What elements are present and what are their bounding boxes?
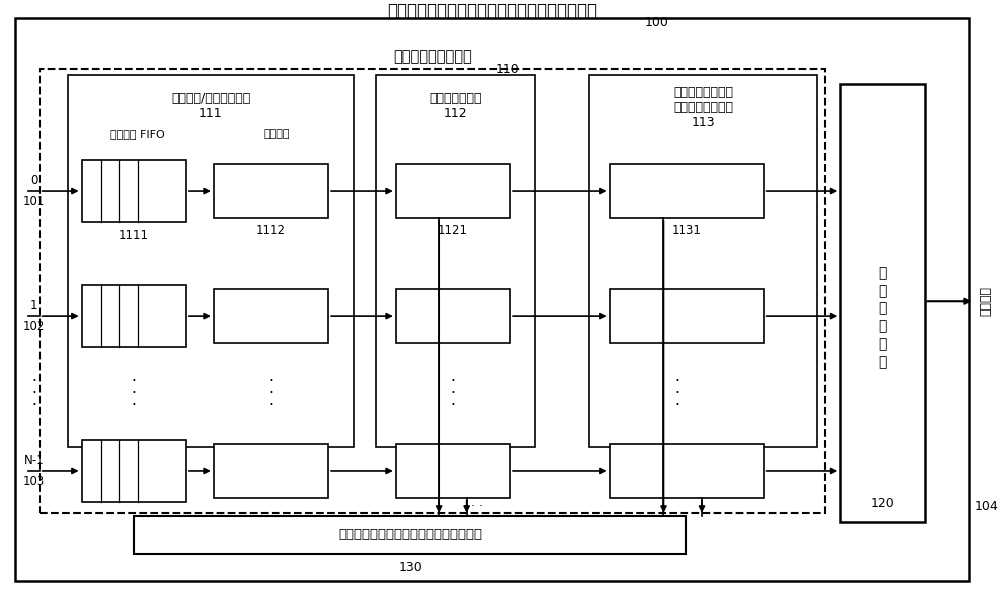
Text: DDC: DDC: [439, 310, 467, 323]
Text: 数字低通滤波和通道均衡器系数计算模块: 数字低通滤波和通道均衡器系数计算模块: [338, 528, 482, 541]
Bar: [610, 164, 764, 218]
Text: 112: 112: [444, 107, 467, 120]
Text: 整数延时 FIFO: 整数延时 FIFO: [110, 129, 165, 140]
Text: 可变系数FIR滤波器: 可变系数FIR滤波器: [653, 310, 720, 323]
Text: 成: 成: [878, 319, 887, 334]
Bar: [589, 75, 817, 447]
Text: ·: ·: [269, 386, 273, 401]
Text: 104: 104: [974, 500, 998, 513]
Bar: [610, 289, 764, 343]
Text: ·: ·: [450, 386, 455, 401]
Bar: [82, 285, 186, 347]
Text: 0: 0: [30, 174, 37, 187]
Bar: [840, 84, 925, 522]
Text: 数字低通滤波和通: 数字低通滤波和通: [673, 86, 733, 99]
Text: 道均衡一体化模块: 道均衡一体化模块: [673, 101, 733, 114]
Text: 通道延时和均衡模块: 通道延时和均衡模块: [393, 50, 472, 65]
Text: 101: 101: [23, 195, 45, 208]
Text: Farrow滤波器: Farrow滤波器: [241, 184, 301, 198]
Text: 103: 103: [23, 475, 45, 488]
Text: ·: ·: [674, 398, 679, 413]
Text: 1112: 1112: [256, 225, 286, 237]
Bar: [82, 440, 186, 502]
Bar: [214, 164, 328, 218]
Bar: [376, 75, 535, 447]
Bar: [396, 289, 510, 343]
Text: ·: ·: [450, 398, 455, 413]
Text: 高效时域宽带波束形成和通道均衡数字处理电路: 高效时域宽带波束形成和通道均衡数字处理电路: [387, 2, 597, 20]
Text: 合: 合: [878, 302, 887, 316]
Text: 可变系数FIR滤波器: 可变系数FIR滤波器: [653, 464, 720, 477]
Text: DDC: DDC: [439, 464, 467, 477]
Text: 100: 100: [644, 16, 668, 29]
Text: DDC: DDC: [439, 184, 467, 198]
Bar: [40, 69, 825, 513]
Text: 111: 111: [199, 107, 223, 120]
Text: ·: ·: [674, 374, 679, 389]
Text: ·: ·: [674, 386, 679, 401]
Text: Farrow滤波器: Farrow滤波器: [241, 310, 301, 323]
Text: 模: 模: [878, 337, 887, 352]
Text: 1131: 1131: [672, 225, 702, 237]
Text: 130: 130: [398, 561, 422, 574]
Bar: [610, 444, 764, 498]
Bar: [396, 444, 510, 498]
Text: 102: 102: [23, 320, 45, 333]
Text: · · ·: · · ·: [150, 466, 167, 476]
Text: 1121: 1121: [438, 225, 468, 237]
Text: ·: ·: [269, 374, 273, 389]
Bar: [396, 164, 510, 218]
Text: ·: ·: [131, 398, 136, 413]
Text: 数: 数: [878, 266, 887, 280]
Text: Farrow滤波器: Farrow滤波器: [241, 464, 301, 477]
Bar: [68, 75, 354, 447]
Text: ·: ·: [31, 398, 36, 413]
Text: 波束输出: 波束输出: [980, 286, 993, 316]
Text: · · ·: · · ·: [463, 500, 483, 513]
Text: 可变系数FIR滤波器: 可变系数FIR滤波器: [653, 184, 720, 198]
Text: 113: 113: [691, 116, 715, 129]
Text: · · ·: · · ·: [150, 186, 167, 196]
Text: 数字下变频模块: 数字下变频模块: [429, 92, 482, 105]
Bar: [82, 160, 186, 222]
Text: N-1: N-1: [23, 453, 44, 467]
Bar: [214, 444, 328, 498]
Bar: [134, 516, 686, 554]
Text: · · ·: · · ·: [150, 311, 167, 321]
Text: ·: ·: [131, 386, 136, 401]
Text: 据: 据: [878, 284, 887, 298]
Text: 可变整数/分数延时模块: 可变整数/分数延时模块: [171, 92, 250, 105]
Text: ·: ·: [269, 398, 273, 413]
Text: ·: ·: [450, 374, 455, 389]
Text: ·: ·: [131, 374, 136, 389]
Text: 110: 110: [495, 63, 519, 76]
Text: ·: ·: [31, 374, 36, 389]
Text: 分数延时: 分数延时: [263, 129, 290, 140]
Text: ·: ·: [31, 386, 36, 401]
Bar: [214, 289, 328, 343]
Text: 块: 块: [878, 355, 887, 369]
Text: 120: 120: [871, 497, 894, 510]
Text: 1111: 1111: [119, 229, 149, 242]
Text: 1: 1: [30, 299, 38, 312]
